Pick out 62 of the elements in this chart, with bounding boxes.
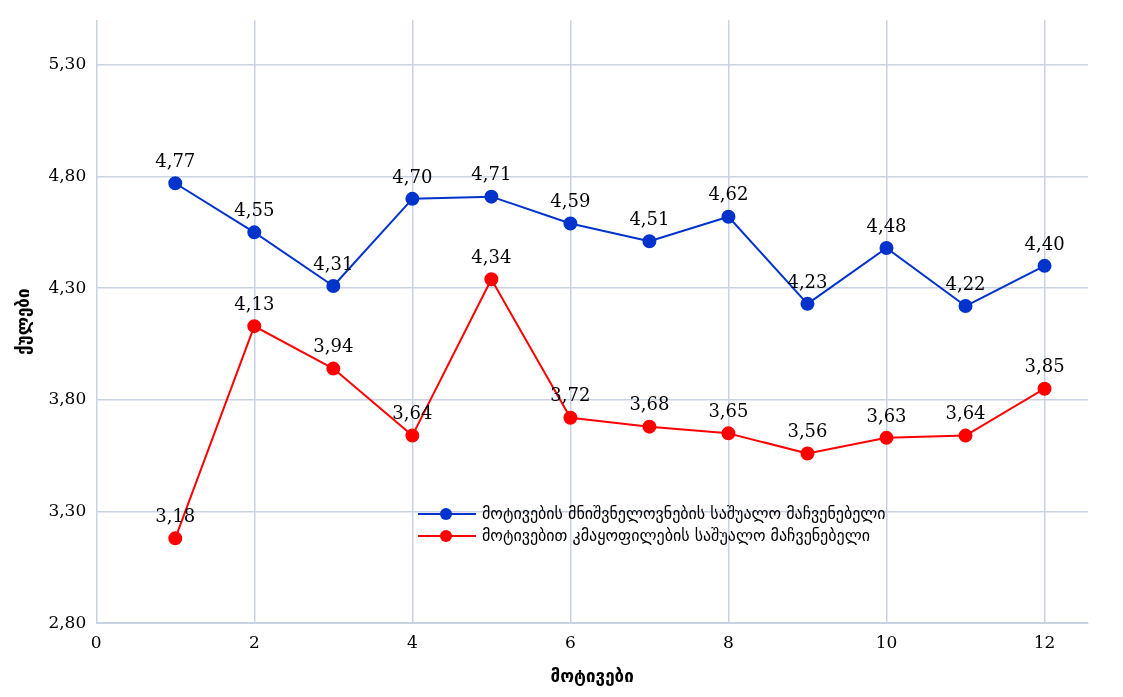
legend-label: მოტივების მნიშვნელოვნების საშუალო მაჩვენებელი [482, 504, 886, 524]
data-label: 3,56 [787, 420, 828, 442]
point [326, 361, 341, 376]
y-tick-label: 4,30 [48, 276, 87, 297]
point [721, 209, 736, 224]
point [800, 446, 815, 461]
x-tick-label: 6 [564, 631, 576, 652]
data-label: 4,59 [550, 190, 591, 212]
point [879, 241, 894, 255]
point [1037, 381, 1052, 396]
data-label: 4,40 [1024, 232, 1065, 254]
y-tick-label: 5,30 [48, 53, 87, 74]
point [721, 426, 736, 441]
x-tick-label: 12 [1033, 631, 1056, 652]
point [642, 419, 657, 434]
data-label: 4,22 [945, 272, 986, 294]
data-label: 4,34 [471, 245, 512, 267]
point [326, 278, 341, 293]
data-label: 3,64 [945, 402, 986, 424]
point [958, 299, 973, 314]
point [405, 428, 420, 443]
data-label: 4,31 [313, 252, 354, 274]
data-label: 4,48 [866, 214, 907, 236]
data-label: 3,63 [866, 404, 907, 426]
point [405, 191, 420, 206]
point [168, 531, 183, 546]
point [879, 430, 894, 445]
data-label: 3,65 [708, 400, 749, 422]
point [168, 176, 183, 191]
data-label: 3,94 [313, 335, 354, 357]
x-tick-label: 4 [406, 631, 418, 652]
data-label: 4,51 [629, 207, 670, 229]
y-tick-label: 3,80 [48, 388, 87, 409]
legend-label: მოტივებით კმაყოფილების საშუალო მაჩვენებელი [482, 526, 870, 546]
x-tick-label: 8 [723, 631, 734, 652]
data-label: 4,71 [471, 163, 512, 185]
point [484, 189, 499, 204]
data-label: 4,77 [155, 149, 196, 171]
point [247, 225, 262, 240]
point [958, 428, 973, 443]
x-tick-label: 2 [248, 631, 260, 652]
point [642, 234, 657, 249]
y-tick-label: 3,30 [48, 499, 87, 520]
data-label: 4,23 [787, 270, 828, 292]
data-label: 4,13 [234, 292, 275, 314]
data-label: 3,85 [1024, 355, 1065, 377]
point [800, 296, 815, 311]
data-label: 4,55 [234, 199, 275, 221]
x-tick-label: 0 [90, 631, 102, 652]
data-label: 4,70 [392, 165, 433, 187]
y-axis-title: ქულები [12, 288, 33, 355]
x-axis-title: მოტივები [550, 666, 634, 687]
data-label: 4,62 [708, 183, 749, 205]
point [563, 216, 578, 231]
point [1037, 258, 1052, 273]
point [484, 272, 499, 287]
data-label: 3,68 [629, 393, 670, 415]
point [247, 319, 262, 334]
point [563, 410, 578, 425]
x-tick-label: 10 [875, 631, 898, 652]
y-tick-label: 4,80 [48, 164, 87, 185]
y-tick-label: 2,80 [48, 611, 87, 632]
